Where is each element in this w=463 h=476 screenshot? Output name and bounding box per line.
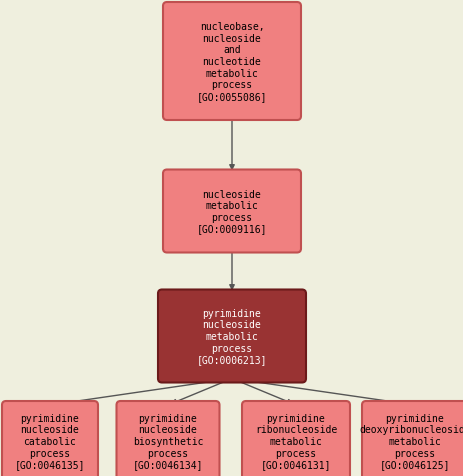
FancyBboxPatch shape [163,170,300,253]
FancyBboxPatch shape [242,401,349,476]
FancyBboxPatch shape [163,3,300,121]
Text: pyrimidine
nucleoside
biosynthetic
process
[GO:0046134]: pyrimidine nucleoside biosynthetic proce… [132,413,203,469]
Text: pyrimidine
deoxyribonucleoside
metabolic
process
[GO:0046125]: pyrimidine deoxyribonucleoside metabolic… [358,413,463,469]
FancyBboxPatch shape [158,290,305,383]
Text: pyrimidine
nucleoside
metabolic
process
[GO:0006213]: pyrimidine nucleoside metabolic process … [196,308,267,365]
Text: pyrimidine
ribonucleoside
metabolic
process
[GO:0046131]: pyrimidine ribonucleoside metabolic proc… [254,413,337,469]
FancyBboxPatch shape [2,401,98,476]
Text: nucleoside
metabolic
process
[GO:0009116]: nucleoside metabolic process [GO:0009116… [196,189,267,234]
FancyBboxPatch shape [361,401,463,476]
Text: nucleobase,
nucleoside
and
nucleotide
metabolic
process
[GO:0055086]: nucleobase, nucleoside and nucleotide me… [196,22,267,101]
FancyBboxPatch shape [116,401,219,476]
Text: pyrimidine
nucleoside
catabolic
process
[GO:0046135]: pyrimidine nucleoside catabolic process … [15,413,85,469]
